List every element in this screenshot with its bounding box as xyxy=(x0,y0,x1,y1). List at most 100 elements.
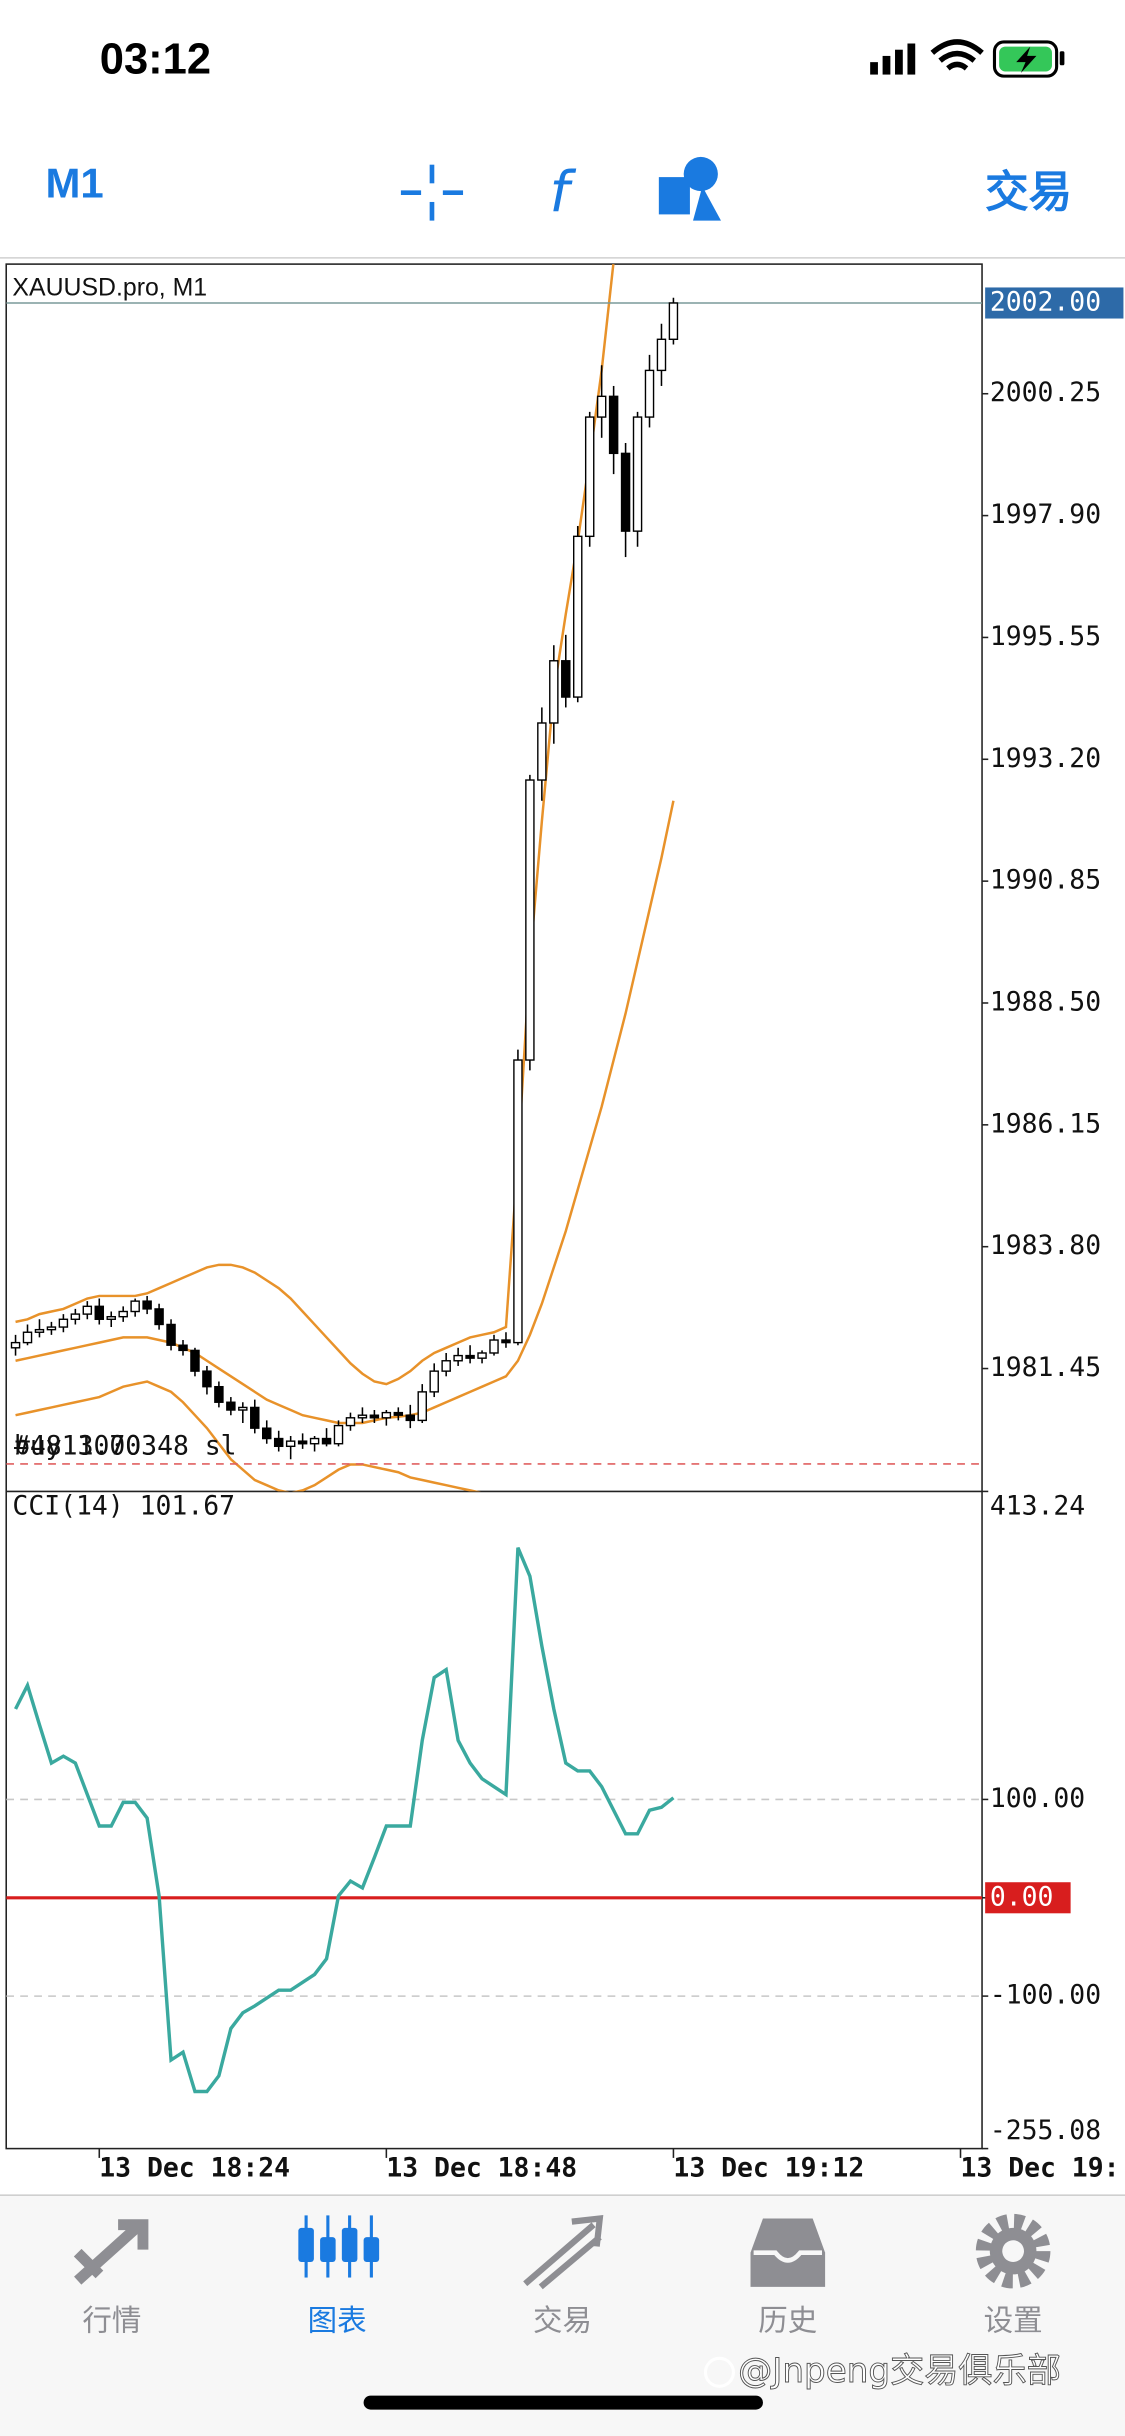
candle-body xyxy=(596,395,607,418)
home-indicator xyxy=(363,2395,763,2410)
candle-body xyxy=(369,1414,380,1419)
band-upper xyxy=(15,264,615,1386)
tab-icon xyxy=(750,2218,826,2287)
candle-body xyxy=(154,1308,164,1326)
candle-body xyxy=(70,1313,81,1320)
y-tick-label: -255.08 xyxy=(990,2115,1101,2146)
candle-body xyxy=(584,416,595,538)
candle-body xyxy=(668,302,679,340)
candle-body xyxy=(118,1310,128,1318)
tab-icon xyxy=(298,2215,380,2278)
candle-body xyxy=(513,1059,523,1344)
candle-body xyxy=(142,1300,152,1310)
order-label: #4813070 xyxy=(14,1430,141,1461)
tab-button[interactable]: 行情 xyxy=(73,2219,149,2338)
tab-label: 行情 xyxy=(82,2304,141,2337)
candle-body xyxy=(357,1414,368,1419)
candle-body xyxy=(106,1315,116,1320)
indicator-button[interactable]: f xyxy=(550,160,577,225)
y-tick-label: 1995.55 xyxy=(990,621,1101,652)
candle-body xyxy=(262,1427,272,1440)
candle-body xyxy=(345,1417,356,1427)
candle-body xyxy=(561,660,571,698)
tab-button[interactable]: 交易 xyxy=(523,2214,604,2338)
candle-body xyxy=(453,1354,463,1362)
y-tick-label: 2000.25 xyxy=(990,377,1101,408)
clock: 03:12 xyxy=(100,36,211,84)
candle-body xyxy=(573,535,583,698)
x-tick-label: 13 Dec 19: xyxy=(961,2152,1120,2183)
bid-label-bg xyxy=(985,287,1124,319)
cci-plot xyxy=(6,1547,983,2094)
candle-body xyxy=(537,722,547,781)
tab-icon xyxy=(523,2214,604,2290)
y-tick-label: 100.00 xyxy=(990,1783,1085,1814)
trade-button[interactable]: 交易 xyxy=(985,169,1072,217)
candle-body xyxy=(489,1339,499,1354)
tab-label: 设置 xyxy=(984,2304,1043,2337)
x-tick-label: 13 Dec 18:24 xyxy=(99,2152,290,2183)
candle-body xyxy=(178,1344,188,1352)
candle-body xyxy=(321,1437,332,1445)
crosshair-button[interactable] xyxy=(400,164,464,221)
y-tick-label: 1997.90 xyxy=(990,499,1101,530)
y-tick-label: 1983.80 xyxy=(990,1230,1101,1261)
candle-body xyxy=(226,1401,236,1411)
indicator-title: CCI(14) 101.67 xyxy=(12,1490,235,1521)
candle-body xyxy=(405,1414,416,1422)
y-tick-label: 0.00 xyxy=(990,1881,1054,1912)
objects-button[interactable] xyxy=(658,156,721,221)
candle-body xyxy=(34,1328,45,1333)
tab-icon xyxy=(73,2219,149,2285)
y-tick-label: 1993.20 xyxy=(990,743,1101,774)
tab-icon-part xyxy=(320,2237,336,2262)
candle-body xyxy=(620,452,631,532)
tab-label: 图表 xyxy=(308,2304,367,2337)
candle-body xyxy=(202,1370,212,1388)
price-plot xyxy=(6,264,983,1492)
status-bar: 03:12 xyxy=(100,36,1065,84)
candle-body xyxy=(632,416,643,532)
tab-icon-part xyxy=(363,2237,380,2262)
candle-body xyxy=(130,1300,140,1313)
chart-title: XAUUSD.pro, M1 xyxy=(12,275,207,302)
candle-body xyxy=(608,395,619,455)
candle-body xyxy=(429,1370,439,1393)
candle-body xyxy=(465,1354,475,1359)
y-tick-label: 1981.45 xyxy=(990,1352,1101,1383)
tab-icon-part xyxy=(341,2227,358,2262)
tab-button[interactable]: 设置 xyxy=(975,2213,1051,2338)
candle-body xyxy=(381,1411,392,1419)
y-tick-label: 1990.85 xyxy=(990,865,1101,896)
candle-body xyxy=(82,1305,93,1315)
toolbar: M1 f 交易 xyxy=(0,156,1125,259)
y-tick-label: 413.24 xyxy=(990,1490,1085,1521)
candle-body xyxy=(333,1424,344,1445)
watermark: @Jnpeng交易俱乐部 xyxy=(703,2350,1061,2391)
x-tick-label: 13 Dec 18:48 xyxy=(386,2152,577,2183)
candle-body xyxy=(477,1352,487,1359)
tab-button[interactable]: 历史 xyxy=(750,2218,826,2338)
candle-body xyxy=(166,1323,176,1346)
candle-body xyxy=(22,1331,33,1344)
cci-pane: 413.24 100.00 0.00 -100.00 -255.08 CCI(14) 10… xyxy=(6,1490,1101,2150)
y-tick-label: 1986.15 xyxy=(990,1108,1101,1139)
battery-icon xyxy=(992,40,1065,78)
candle-body xyxy=(238,1406,248,1411)
signal-icon xyxy=(870,43,916,75)
candle-body xyxy=(525,779,535,1061)
candle-body xyxy=(441,1360,451,1372)
candle-body xyxy=(656,338,667,372)
tab-button[interactable]: 图表 xyxy=(298,2215,380,2337)
y-tick-label: 1988.50 xyxy=(990,986,1101,1017)
candle-body xyxy=(273,1437,284,1448)
tab-label: 历史 xyxy=(758,2304,817,2337)
timeframe-button[interactable]: M1 xyxy=(45,160,103,207)
band-middle xyxy=(15,800,675,1425)
cci-line xyxy=(14,1547,675,2094)
x-tick-label: 13 Dec 19:12 xyxy=(673,2152,864,2183)
tab-icon-part xyxy=(975,2213,1051,2289)
y-tick-label: -100.00 xyxy=(990,1980,1101,2011)
tab-icon-part xyxy=(753,2250,822,2263)
candle-body xyxy=(309,1437,320,1445)
